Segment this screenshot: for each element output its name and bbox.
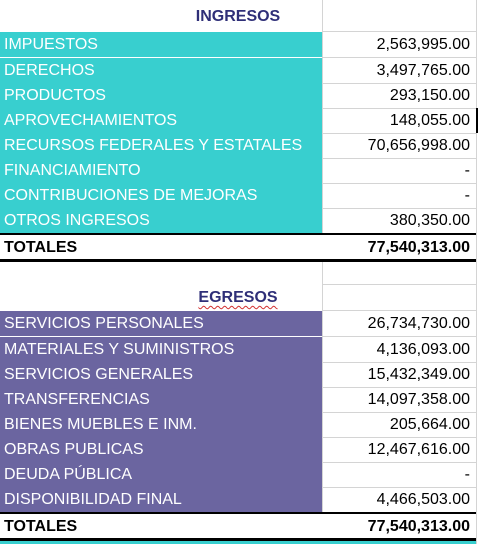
ingresos-row-label: RECURSOS FEDERALES Y ESTATALES: [0, 133, 322, 158]
ingresos-row[interactable]: CONTRIBUCIONES DE MEJORAS -: [0, 183, 480, 208]
egresos-row-value: 26,734,730.00: [367, 315, 470, 332]
egresos-row[interactable]: OBRAS PUBLICAS 12,467,616.00: [0, 437, 480, 462]
ingresos-total-border-top: [0, 233, 476, 235]
ingresos-row-label: OTROS INGRESOS: [0, 208, 322, 233]
grid-vline-left: [322, 0, 323, 544]
grid-line: [322, 83, 476, 84]
ingresos-row[interactable]: FINANCIAMIENTO -: [0, 158, 480, 183]
ingresos-row-value: 380,350.00: [389, 212, 470, 229]
ingresos-row-label: IMPUESTOS: [0, 32, 322, 57]
egresos-row-value: -: [464, 466, 470, 483]
grid-line: [322, 31, 476, 32]
egresos-row-label: BIENES MUEBLES E INM.: [0, 412, 322, 437]
egresos-total-border-bottom: [0, 538, 476, 541]
grid-line: [322, 284, 476, 285]
egresos-row[interactable]: SERVICIOS PERSONALES 26,734,730.00: [0, 311, 480, 336]
ingresos-row-value: -: [464, 162, 470, 179]
egresos-row-label: SERVICIOS PERSONALES: [0, 311, 322, 336]
ingresos-row-label: DERECHOS: [0, 58, 322, 83]
ingresos-row[interactable]: APROVECHAMIENTOS 148,055.00: [0, 108, 480, 133]
ingresos-total-label: TOTALES: [0, 235, 322, 260]
egresos-row-value: 4,136,093.00: [376, 341, 470, 358]
ingresos-row-value: -: [464, 187, 470, 204]
ingresos-row-value: 148,055.00: [389, 112, 470, 129]
egresos-row-value: 12,467,616.00: [367, 441, 470, 458]
egresos-row[interactable]: TRANSFERENCIAS 14,097,358.00: [0, 387, 480, 412]
egresos-row-label: MATERIALES Y SUMINISTROS: [0, 337, 322, 362]
egresos-row-label-text: BIENES MUEBLES E INM.: [4, 416, 197, 433]
grid-line: [322, 57, 476, 58]
ingresos-total-border-bottom: [0, 259, 476, 262]
grid-line: [322, 387, 476, 388]
grid-line: [322, 310, 476, 311]
ingresos-row[interactable]: RECURSOS FEDERALES Y ESTATALES 70,656,99…: [0, 133, 480, 158]
ingresos-row-value: 293,150.00: [389, 87, 470, 104]
ingresos-row-value: 3,497,765.00: [376, 62, 470, 79]
grid-line: [322, 108, 476, 109]
egresos-row[interactable]: MATERIALES Y SUMINISTROS 4,136,093.00: [0, 337, 480, 362]
ingresos-row[interactable]: DERECHOS 3,497,765.00: [0, 58, 480, 83]
egresos-row-label: OBRAS PUBLICAS: [0, 437, 322, 462]
ingresos-row-value: 2,563,995.00: [376, 36, 470, 53]
grid-line: [322, 183, 476, 184]
ingresos-title: INGRESOS: [195, 8, 281, 25]
ingresos-row[interactable]: IMPUESTOS 2,563,995.00: [0, 32, 480, 57]
egresos-row[interactable]: DEUDA PÚBLICA -: [0, 462, 480, 487]
grid-line: [322, 487, 476, 488]
grid-line: [322, 462, 476, 463]
ingresos-row-label: PRODUCTOS: [0, 83, 322, 108]
grid-line: [322, 437, 476, 438]
grid-line: [322, 208, 476, 209]
egresos-row[interactable]: BIENES MUEBLES E INM. 205,664.00: [0, 412, 480, 437]
egresos-total-value: 77,540,313.00: [322, 514, 476, 539]
ingresos-row[interactable]: OTROS INGRESOS 380,350.00: [0, 208, 480, 233]
ingresos-row-value: 70,656,998.00: [367, 137, 470, 154]
cell-cursor: [476, 108, 478, 133]
ingresos-total-value: 77,540,313.00: [322, 235, 476, 260]
ingresos-row-label: FINANCIAMIENTO: [0, 158, 322, 183]
egresos-row-value: 14,097,358.00: [367, 391, 470, 408]
egresos-row-label: SERVICIOS GENERALES: [0, 362, 322, 387]
ingresos-row[interactable]: PRODUCTOS 293,150.00: [0, 83, 480, 108]
grid-line: [322, 336, 476, 337]
egresos-row[interactable]: SERVICIOS GENERALES 15,432,349.00: [0, 362, 480, 387]
egresos-row-value: 15,432,349.00: [367, 366, 470, 383]
egresos-total-border-top: [0, 512, 476, 514]
ingresos-row-label: CONTRIBUCIONES DE MEJORAS: [0, 183, 322, 208]
egresos-row-label: DEUDA PÚBLICA: [0, 462, 322, 487]
egresos-row[interactable]: DISPONIBILIDAD FINAL 4,466,503.00: [0, 487, 480, 512]
grid-line: [322, 412, 476, 413]
ingresos-row-label: APROVECHAMIENTOS: [0, 108, 322, 133]
egresos-row-value: 205,664.00: [389, 416, 470, 433]
grid-line: [322, 158, 476, 159]
egresos-row-label: DISPONIBILIDAD FINAL: [0, 487, 322, 512]
egresos-title: EGRESOS: [198, 289, 278, 306]
grid-line: [322, 362, 476, 363]
ingresos-total-row[interactable]: TOTALES 77,540,313.00: [0, 235, 480, 260]
egresos-row-label: TRANSFERENCIAS: [0, 387, 322, 412]
grid-vline-right: [476, 0, 477, 544]
egresos-row-value: 4,466,503.00: [376, 491, 470, 508]
egresos-total-row[interactable]: TOTALES 77,540,313.00: [0, 514, 480, 539]
egresos-total-label: TOTALES: [0, 514, 322, 539]
grid-line: [322, 133, 476, 134]
teal-bottom-bar: [0, 541, 476, 544]
